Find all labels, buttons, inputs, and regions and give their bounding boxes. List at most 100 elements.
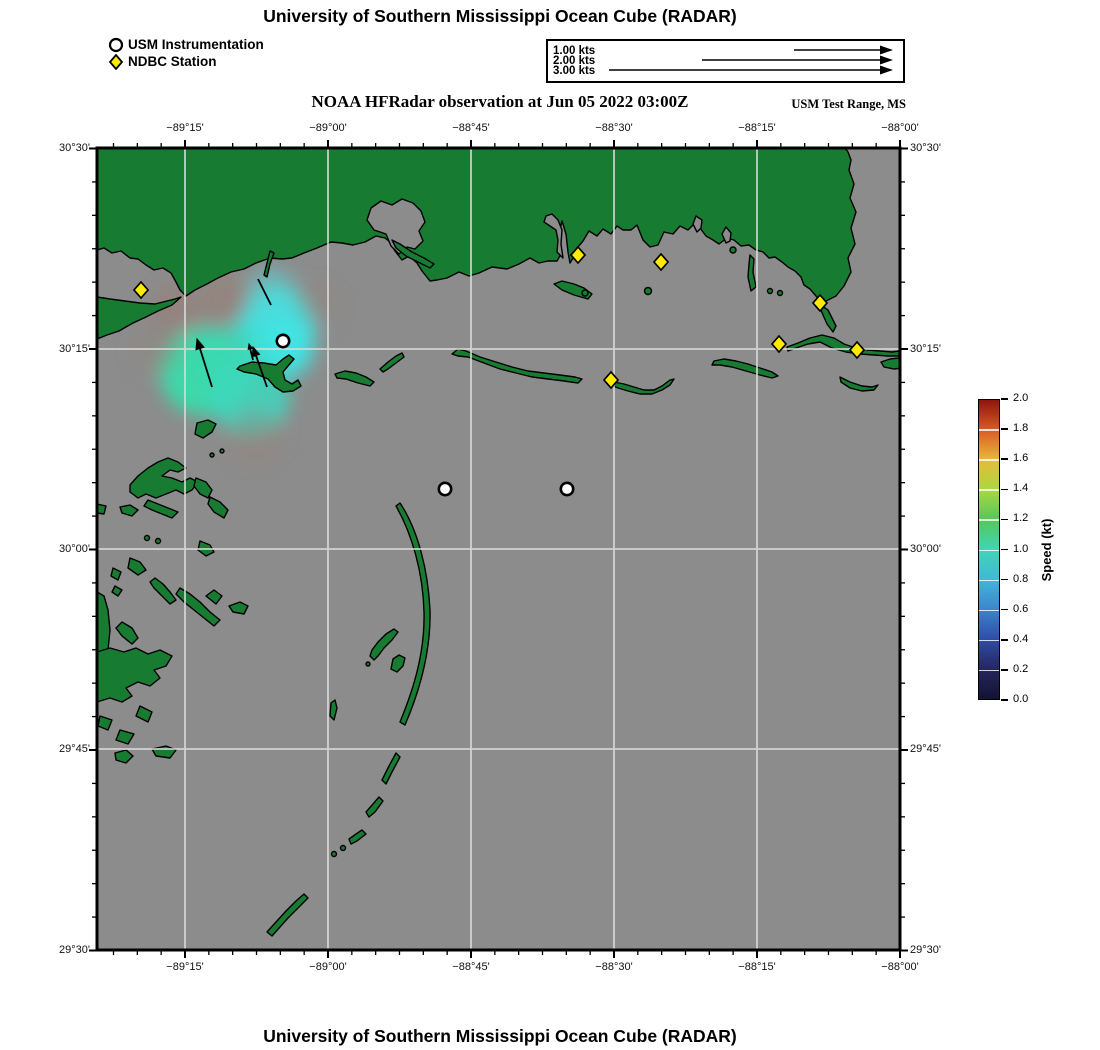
colorbar-gridline (979, 519, 999, 521)
lon-label-bottom: −88°30' (595, 961, 633, 973)
legend-item-ndbc: NDBC Station (108, 53, 264, 70)
usm-station-marker (275, 333, 291, 349)
ndbc-station-marker (652, 252, 670, 272)
speed-blob (152, 285, 200, 333)
colorbar-gridline (979, 639, 999, 642)
ndbc-station-marker (602, 370, 620, 390)
colorbar-gridline (979, 609, 999, 612)
colorbar-tick-label: 1.8 (1013, 422, 1029, 435)
chandeleur-dot (365, 661, 371, 667)
colorbar-tick-label: 0.0 (1013, 693, 1029, 705)
islet (643, 286, 653, 296)
colorbar-gridline (979, 459, 999, 461)
marsh-blob (207, 496, 229, 519)
current-vectors (195, 278, 272, 388)
speed-blob (202, 276, 250, 324)
ndbc-station-marker (848, 340, 866, 360)
chandeleur-segment (329, 699, 338, 721)
biloxi-bay (543, 213, 564, 259)
scale-arrows (609, 45, 893, 75)
marsh-blob (175, 587, 221, 627)
page-title: University of Southern Mississippi Ocean… (263, 6, 737, 26)
usm-station-marker (437, 481, 453, 497)
current-vector-head (247, 342, 254, 351)
colorbar-tick-label: 1.4 (1013, 482, 1029, 495)
ship-islet (379, 352, 405, 373)
islet (581, 289, 589, 297)
marsh-blob (97, 715, 113, 731)
marsh-blob (149, 577, 177, 605)
marsh-blob (119, 504, 139, 517)
colorbar-tick-label: 1.2 (1013, 512, 1029, 525)
marsh-blob (115, 621, 139, 645)
scale-label-3: 3.00 kts (553, 65, 596, 77)
colorbar-tick (1001, 428, 1008, 430)
colorbar-gridline (979, 579, 999, 582)
chandeleur-dot (339, 844, 347, 852)
henderson-spit (391, 239, 435, 269)
chandeleur-hook (390, 654, 406, 673)
marsh-dot (219, 448, 225, 454)
round-island (747, 254, 757, 292)
west-ship-island (334, 370, 375, 387)
chandeleur-segment (381, 752, 401, 785)
colorbar-gridline (979, 429, 999, 431)
chandeleur-dot (330, 850, 338, 858)
chandeleur-segment (365, 796, 384, 818)
map-subtitle: NOAA HFRadar observation at Jun 05 2022 … (311, 92, 689, 111)
islet (776, 289, 784, 297)
petit-bois-island (711, 358, 779, 379)
lon-label-bottom: −89°00' (309, 961, 347, 973)
ndbc-station-marker (569, 245, 587, 265)
map-legend: USM Instrumentation NDBC Station (108, 36, 264, 70)
marsh-blob (127, 557, 147, 576)
speed-blobs (134, 269, 337, 462)
axis-ticks (89, 140, 908, 958)
colorbar-tick (1001, 608, 1008, 611)
chandeleur-south-strip (266, 893, 309, 937)
colorbar-tick-label: 1.6 (1013, 452, 1029, 465)
marsh-blob (135, 705, 153, 723)
marsh-blob (111, 585, 123, 597)
station-markers (132, 245, 866, 497)
lon-label-top: −88°00' (881, 122, 919, 134)
lat-label-left: 29°45' (59, 743, 90, 755)
vector-scale-box: 1.00 kts 2.00 kts 3.00 kts (546, 39, 905, 83)
grid-lines (97, 148, 900, 950)
colorbar-tick-label: 1.0 (1013, 542, 1029, 555)
cat-island (236, 354, 302, 393)
chandeleur-hook (369, 628, 399, 661)
colorbar-title: Speed (kt) (1039, 518, 1054, 582)
marsh-blob (110, 567, 122, 581)
east-islet (880, 357, 900, 370)
ndbc-station-marker (132, 280, 150, 300)
lat-label-left: 30°30' (59, 142, 90, 154)
small-cape (263, 250, 275, 278)
marsh-blob (129, 457, 199, 499)
marsh-blob (228, 601, 249, 615)
ndbc-station-marker (770, 334, 788, 354)
colorbar-tick-label: 0.6 (1013, 602, 1029, 615)
current-vector-head (195, 337, 205, 351)
colorbar-tick-label: 0.8 (1013, 572, 1029, 585)
marsh-blob (193, 477, 213, 499)
colorbar-gridline (979, 669, 999, 672)
speed-blob (297, 285, 337, 325)
lon-label-top: −89°00' (309, 122, 347, 134)
lat-label-left: 30°00' (59, 543, 90, 555)
islet (766, 287, 774, 295)
marsh-blob (115, 729, 135, 745)
lon-label-bottom: −88°45' (452, 961, 490, 973)
lat-label-right: 30°00' (910, 543, 941, 555)
lat-label-right: 29°45' (910, 743, 941, 755)
range-label: USM Test Range, MS (791, 97, 906, 111)
colorbar-tick (1001, 669, 1008, 671)
current-vector-shaft (197, 344, 213, 388)
lat-label-right: 29°30' (910, 944, 941, 956)
dog-keys-chain (451, 348, 583, 384)
legend-item-usm: USM Instrumentation (108, 36, 264, 53)
scale-arrow-head (880, 55, 893, 65)
marsh-islet (114, 749, 134, 764)
colorbar-gridline (979, 549, 999, 551)
marsh-dot (143, 534, 151, 542)
